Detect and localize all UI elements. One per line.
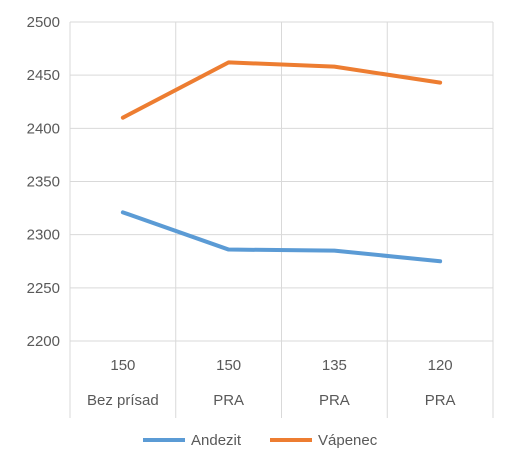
x-category-label: 150	[110, 357, 135, 374]
y-tick-label: 2300	[27, 227, 60, 244]
x-axis-category-table: 150 Bez prísad 150 PRA 135 PRA 120 PRA	[87, 357, 456, 409]
gridlines	[69, 21, 494, 418]
x-category-label: 150	[216, 357, 241, 374]
y-tick-label: 2250	[27, 280, 60, 297]
x-category-label: PRA	[425, 392, 456, 409]
legend: Andezit Vápenec	[143, 432, 378, 449]
legend-label: Andezit	[191, 432, 242, 449]
series-line-vápenec	[120, 60, 443, 120]
y-tick-label: 2450	[27, 67, 60, 84]
x-category-label: PRA	[213, 392, 244, 409]
x-category-label: 135	[322, 357, 347, 374]
x-category-label: Bez prísad	[87, 392, 159, 409]
legend-label: Vápenec	[318, 432, 378, 449]
y-tick-label: 2350	[27, 174, 60, 191]
x-category-label: 120	[428, 357, 453, 374]
y-tick-label: 2200	[27, 333, 60, 350]
x-category-label: PRA	[319, 392, 350, 409]
series-line-andezit	[120, 210, 443, 264]
y-tick-label: 2400	[27, 120, 60, 137]
y-tick-label: 2500	[27, 14, 60, 31]
y-axis-tick-labels: 2200 2250 2300 2350 2400 2450 2500	[27, 14, 60, 350]
series-lines	[120, 60, 443, 264]
